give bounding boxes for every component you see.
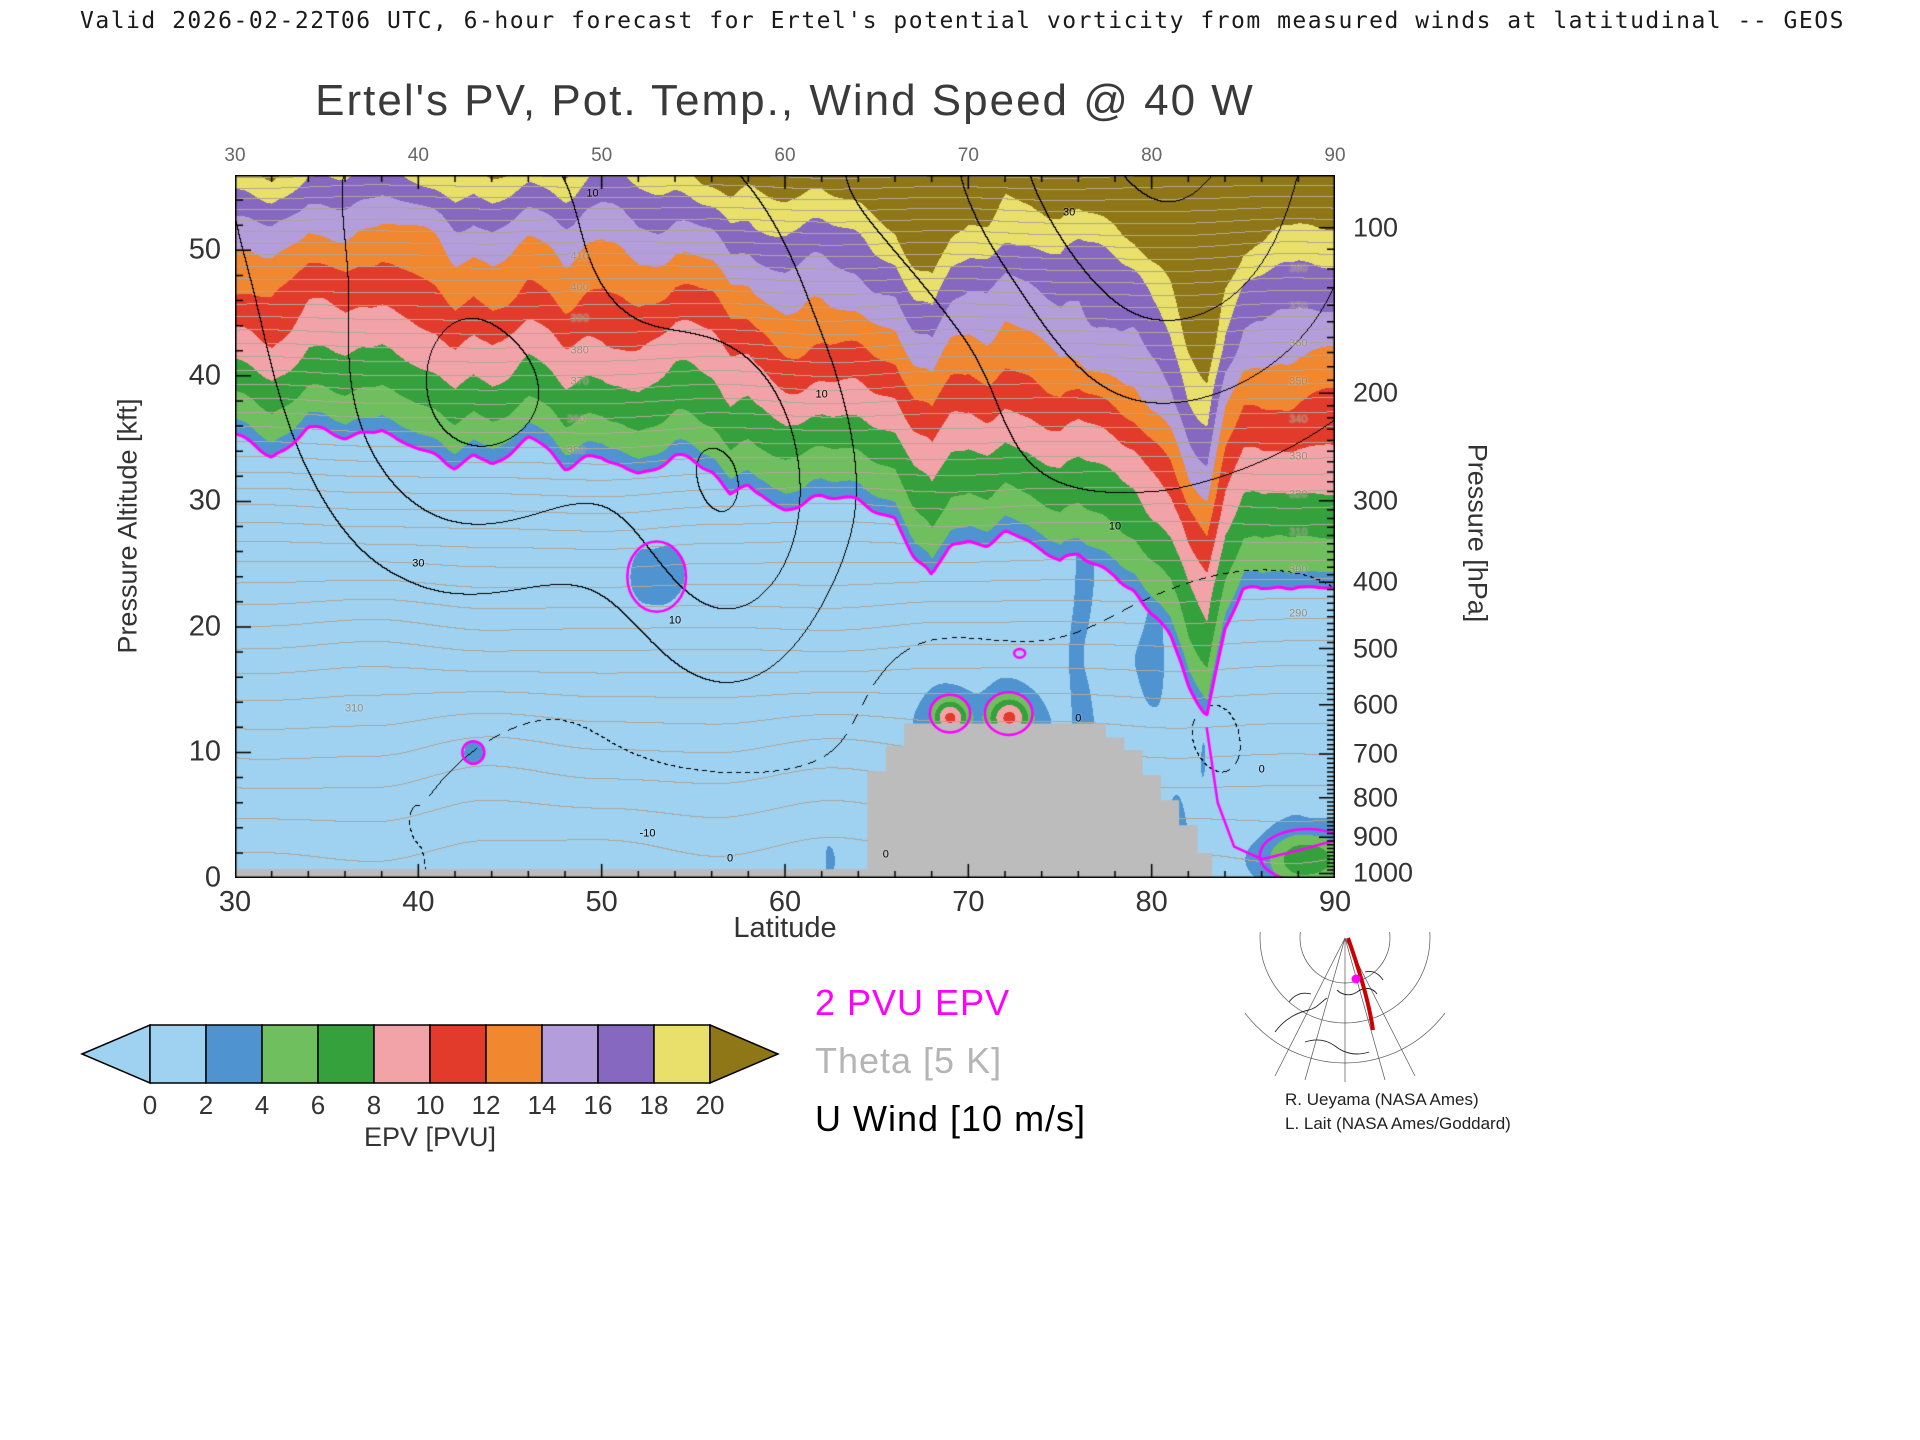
- validity-header: Valid 2026-02-22T06 UTC, 6-hour forecast…: [80, 8, 1845, 34]
- x-tick-label: 60: [768, 886, 802, 918]
- x-tick-label: 30: [218, 886, 252, 918]
- x-axis-label: Latitude: [733, 912, 837, 944]
- colorbar-segment: [485, 1024, 543, 1084]
- colorbar-label: EPV [PVU]: [363, 1122, 497, 1152]
- legend-uwind-contour: U Wind [10 m/s]: [815, 1098, 1087, 1139]
- colorbar-segment: [429, 1024, 487, 1084]
- y-axis-label-left: Pressure Altitude [kft]: [112, 398, 143, 654]
- kft-tick-label: 10: [188, 735, 221, 768]
- colorbar-segment: [149, 1024, 207, 1084]
- colorbar-segment: [80, 1023, 151, 1085]
- colorbar-tick-label: 14: [527, 1090, 557, 1120]
- colorbar-segment: [541, 1024, 599, 1084]
- x-top-tick-label: 60: [774, 145, 796, 166]
- colorbar-tick-label: 18: [639, 1090, 669, 1120]
- map-coastlines: [1274, 971, 1384, 1055]
- credit-line-1: R. Ueyama (NASA Ames): [1285, 1090, 1479, 1109]
- hpa-tick-label: 100: [1353, 212, 1399, 243]
- colorbar-tick-label: 2: [198, 1090, 214, 1120]
- hpa-tick-label: 500: [1353, 633, 1399, 663]
- hpa-tick-label: 200: [1353, 377, 1399, 408]
- colorbar-segment: [317, 1024, 375, 1084]
- map-graticule: [1245, 932, 1445, 1082]
- colorbar-segment: [597, 1024, 655, 1084]
- colorbar-segment: [709, 1023, 780, 1085]
- x-tick-label: 50: [585, 886, 618, 918]
- x-tick-label: 70: [952, 886, 985, 918]
- colorbar-segment: [373, 1024, 431, 1084]
- x-tick-label: 90: [1318, 886, 1352, 918]
- plot-area: 410 400 390 380 370 360 350 380 370 360 350 340 330 3…: [235, 175, 1335, 878]
- x-tick-label: 40: [402, 886, 435, 918]
- colorbar-segment: [653, 1024, 711, 1084]
- colorbar-tick-label: 6: [310, 1090, 326, 1120]
- hpa-tick-label: 700: [1353, 738, 1399, 769]
- colorbar-tick-label: 20: [695, 1090, 725, 1120]
- x-top-tick-label: 80: [1141, 145, 1163, 166]
- location-map: [1245, 932, 1445, 1082]
- hpa-tick-label: 900: [1353, 821, 1399, 852]
- colorbar-tick-label: 4: [254, 1090, 270, 1120]
- chart-title: Ertel's PV, Pot. Temp., Wind Speed @ 40 …: [315, 76, 1255, 125]
- contour-canvas: [235, 175, 1335, 878]
- colorbar-tick-label: 0: [142, 1090, 158, 1120]
- colorbar-segment: [205, 1024, 263, 1084]
- x-top-tick-label: 40: [407, 145, 429, 166]
- colorbar-tick-label: 8: [366, 1090, 382, 1120]
- hpa-tick-label: 800: [1353, 782, 1399, 813]
- hpa-tick-label: 600: [1353, 689, 1399, 720]
- colorbar-tick-label: 10: [415, 1090, 445, 1120]
- x-tick-label: 80: [1135, 886, 1168, 918]
- hpa-tick-label: 300: [1353, 485, 1399, 516]
- legend-theta-contour: Theta [5 K]: [815, 1040, 1003, 1081]
- kft-tick-label: 30: [188, 484, 221, 517]
- colorbar-tick-label: 16: [583, 1090, 613, 1120]
- kft-tick-label: 20: [188, 610, 221, 643]
- credit-line-2: L. Lait (NASA Ames/Goddard): [1285, 1114, 1511, 1133]
- cross-section-marker-dot: [1351, 974, 1361, 984]
- cross-section-meridian-line: [1346, 937, 1375, 1031]
- legend-epv-contour: 2 PVU EPV: [815, 982, 1011, 1023]
- x-top-tick-label: 90: [1324, 145, 1346, 166]
- hpa-tick-label: 1000: [1353, 857, 1414, 888]
- colorbar-segment: [261, 1024, 319, 1084]
- colorbar-tick-label: 12: [471, 1090, 501, 1120]
- x-top-tick-label: 30: [224, 145, 246, 166]
- kft-tick-label: 0: [204, 861, 221, 894]
- kft-tick-label: 50: [188, 233, 221, 266]
- x-top-tick-label: 50: [591, 145, 613, 166]
- y-axis-label-right: Pressure [hPa]: [1462, 443, 1493, 623]
- hpa-tick-label: 400: [1353, 566, 1399, 597]
- x-top-tick-label: 70: [957, 145, 979, 166]
- kft-tick-label: 40: [188, 359, 221, 392]
- colorbar: [80, 1023, 780, 1085]
